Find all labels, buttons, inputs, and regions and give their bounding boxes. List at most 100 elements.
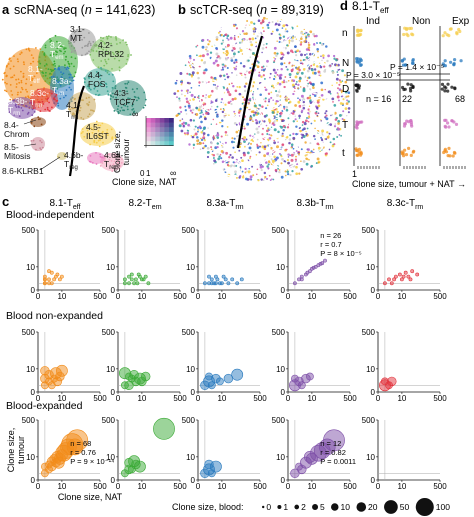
y-tick-label: 0	[191, 476, 196, 485]
scatter-point	[303, 450, 316, 463]
scatter-point	[292, 281, 297, 286]
x-tick-label: 500	[253, 482, 267, 491]
x-tick-label: 500	[343, 394, 357, 403]
scatter-point	[290, 374, 299, 383]
panel-b-n: n	[260, 3, 267, 17]
size-legend-value: 10	[341, 502, 351, 512]
scatter-point	[127, 274, 131, 279]
scatter-point	[146, 281, 151, 286]
x-tick-label: 0	[36, 482, 41, 491]
y-tick-label: 0	[371, 286, 376, 295]
size-legend-dot	[277, 505, 282, 509]
scatter-point	[153, 417, 175, 440]
size-legend: Clone size, blood: 0 1 2 5 10 20 50 100	[172, 498, 450, 516]
panel-a: a scRNA-seq (n = 141,623) 8.1-Teff8.2-Te…	[1, 2, 177, 187]
scatter-point	[119, 367, 131, 380]
scatter-point	[129, 277, 134, 282]
panel-d-ylabel: n	[342, 28, 348, 39]
scatter-point	[58, 277, 62, 282]
scatter-point	[209, 277, 214, 282]
scatter-point	[226, 281, 231, 286]
scatter-point	[205, 372, 213, 381]
cluster-label: 8.5-Mitosis	[4, 142, 30, 161]
x-tick-label: 10	[397, 394, 406, 403]
size-legend-value: 100	[436, 502, 450, 512]
size-legend-value: 50	[400, 502, 410, 512]
panel-c-xlabel: Clone size, NAT	[58, 492, 123, 502]
scatter-point	[52, 456, 65, 469]
legend-tick-1: 1	[146, 169, 151, 178]
x-tick-label: 0	[376, 292, 381, 301]
scatter-panel: 0 10 500 0 10 500	[272, 416, 358, 491]
panel-d-pvalue-2: P = 1.4 × 10⁻⁵	[390, 62, 444, 72]
y-tick-label: 10	[106, 365, 115, 374]
col-title: 8.3c-Trm	[387, 198, 424, 211]
scatter-panel: 0 10 500 0 10 500	[272, 328, 358, 403]
y-tick-label: 500	[272, 226, 286, 235]
tcr-umap	[173, 16, 351, 182]
scatter-point	[382, 281, 387, 286]
size-legend-value: 20	[368, 502, 378, 512]
scatter-point	[66, 438, 84, 456]
stat-label: P = 9 × 10⁻¹⁴	[70, 457, 114, 466]
col-title: 8.3a-Trm	[206, 198, 243, 211]
size-legend-dot	[356, 502, 367, 512]
size-legend-value: 1	[283, 502, 288, 512]
scatter-panel: 0 10 500 0 10 500	[362, 226, 448, 301]
y-tick-label: 500	[182, 328, 196, 337]
y-tick-label: 10	[276, 365, 285, 374]
y-tick-label: 10	[366, 263, 375, 272]
x-tick-label: 0	[116, 394, 121, 403]
scatter-point	[305, 372, 314, 381]
scatter-point	[47, 277, 51, 282]
scatter-point	[41, 462, 49, 471]
y-tick-label: 0	[281, 476, 286, 485]
scatter-panel: 0 10 500 0 10 500	[272, 226, 358, 301]
x-tick-label: 10	[57, 292, 66, 301]
x-tick-label: 0	[376, 394, 381, 403]
y-tick-label: 10	[186, 453, 195, 462]
panel-b-letter: b	[178, 2, 186, 17]
x-tick-label: 500	[433, 482, 447, 491]
scatter-point	[202, 281, 207, 286]
x-tick-label: 10	[307, 394, 316, 403]
scatter-point	[393, 274, 398, 279]
y-tick-label: 10	[366, 453, 375, 462]
y-tick-label: 500	[22, 226, 36, 235]
size-legend-dot	[312, 504, 319, 510]
scatter-panel: 0 10 500 0 10 500	[102, 328, 188, 403]
scatter-panel: 0 10 500 0 10 500	[362, 328, 448, 403]
scatter-point	[401, 274, 406, 279]
y-tick-label: 0	[111, 286, 116, 295]
scatter-point	[47, 269, 51, 274]
scatter-point	[410, 269, 415, 274]
scatter-point	[219, 281, 224, 286]
panel-d-title: 8.1-T	[352, 0, 381, 13]
cluster-83c	[30, 88, 59, 112]
scatter-point	[297, 381, 306, 390]
row-title: Blood non-expanded	[6, 310, 103, 322]
panel-c-grid: Blood-independent Blood non-expanded Blood…	[6, 198, 447, 491]
scatter-point	[230, 277, 235, 282]
y-tick-label: 0	[191, 286, 196, 295]
cluster-label: 4.4-FOS	[88, 70, 106, 89]
x-tick-label: 10	[57, 394, 66, 403]
bivariate-grid	[144, 116, 174, 148]
x-tick-label: 500	[173, 482, 187, 491]
stat-label: r = 0.7	[320, 240, 341, 249]
legend-xlabel: Clone size, NAT	[112, 177, 177, 187]
scatter-point	[397, 272, 402, 277]
scatter-point	[60, 274, 64, 279]
y-tick-label: 10	[106, 263, 115, 272]
y-tick-label: 10	[366, 365, 375, 374]
x-tick-label: 0	[196, 482, 201, 491]
stat-label: r = 0.76	[70, 448, 96, 457]
y-tick-label: 500	[182, 226, 196, 235]
scatter-point	[399, 277, 404, 282]
col-title: 8.3b-Trm	[296, 198, 333, 211]
y-tick-label: 0	[31, 388, 36, 397]
cluster-42	[89, 35, 132, 74]
scatter-point	[40, 366, 50, 376]
